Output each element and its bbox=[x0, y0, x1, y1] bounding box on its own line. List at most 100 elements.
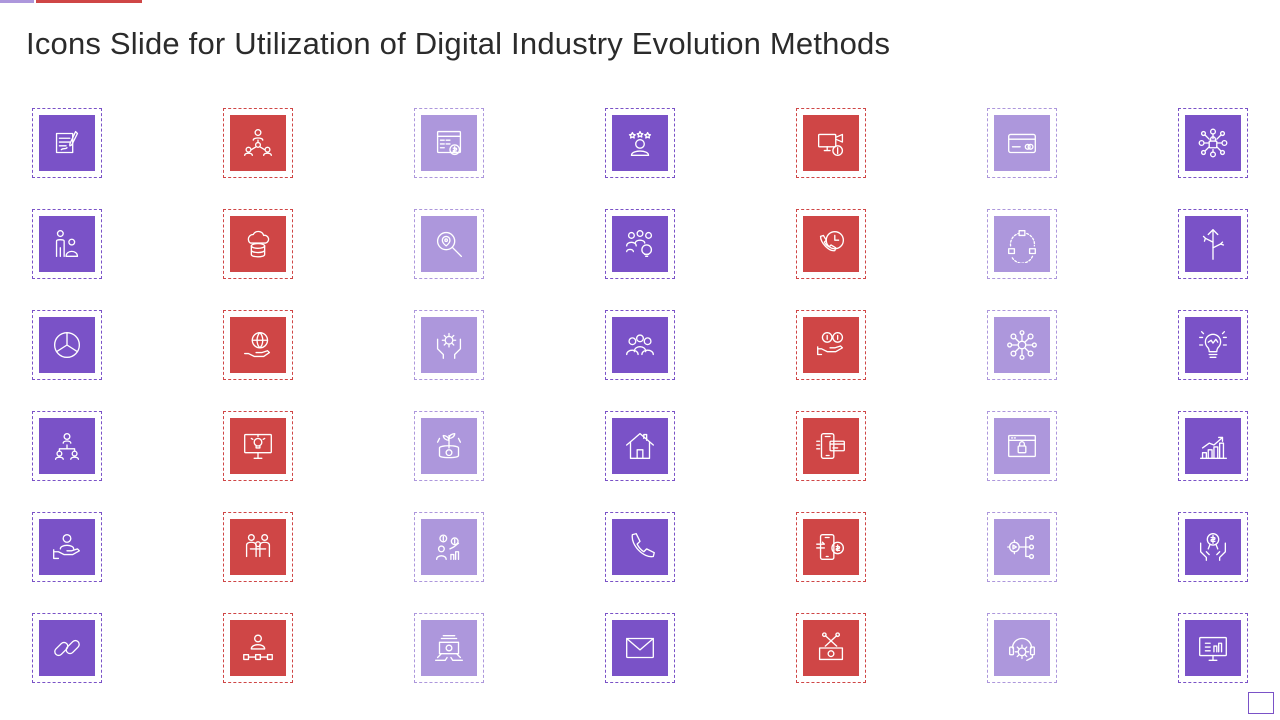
icon-tile bbox=[803, 216, 859, 272]
lightbulb-brain-icon bbox=[1199, 331, 1227, 359]
process-cycle-icon bbox=[1008, 230, 1036, 263]
icon-tile bbox=[230, 620, 286, 676]
hub-network-icon bbox=[1007, 330, 1037, 360]
icon-tile bbox=[230, 115, 286, 171]
icon-tile bbox=[421, 317, 477, 373]
team-meeting-icon bbox=[245, 533, 271, 558]
browser-lock-icon bbox=[1008, 434, 1036, 458]
icon-tile bbox=[1185, 519, 1241, 575]
icon-cell bbox=[1178, 209, 1248, 279]
icon-tile bbox=[994, 115, 1050, 171]
icon-cell bbox=[796, 108, 866, 178]
cash-stack-icon bbox=[435, 634, 463, 662]
network-lock-icon bbox=[1198, 128, 1228, 158]
direction-arrows-icon bbox=[1202, 229, 1225, 260]
icon-cell bbox=[987, 209, 1057, 279]
icon-cell bbox=[414, 613, 484, 683]
icon-cell bbox=[32, 310, 102, 380]
document-edit-icon bbox=[55, 130, 79, 154]
icon-tile bbox=[803, 317, 859, 373]
location-search-icon bbox=[436, 231, 463, 258]
icon-tile bbox=[612, 519, 668, 575]
organization-chart-icon bbox=[54, 432, 80, 460]
video-gear-network-icon bbox=[1007, 534, 1035, 560]
icon-tile bbox=[230, 519, 286, 575]
icon-tile bbox=[994, 620, 1050, 676]
calculator-dollar-icon bbox=[436, 130, 462, 156]
icon-tile bbox=[39, 620, 95, 676]
chain-link-icon bbox=[54, 639, 80, 657]
team-idea-icon bbox=[626, 230, 653, 258]
phone-call-icon bbox=[631, 533, 655, 558]
icon-cell bbox=[223, 411, 293, 481]
growth-bar-chart-icon bbox=[1199, 436, 1227, 460]
icon-tile bbox=[803, 620, 859, 676]
top-accent-red bbox=[36, 0, 142, 3]
icon-cell bbox=[987, 613, 1057, 683]
gear-headset-icon bbox=[1008, 637, 1036, 662]
icon-tile bbox=[1185, 317, 1241, 373]
icon-cell bbox=[223, 108, 293, 178]
icon-cell bbox=[32, 613, 102, 683]
corner-frame bbox=[1248, 692, 1274, 714]
global-hand-icon bbox=[244, 331, 271, 358]
icon-tile bbox=[39, 216, 95, 272]
monitor-presentation-icon bbox=[1199, 636, 1227, 662]
support-call-clock-icon bbox=[819, 230, 845, 252]
icon-tile bbox=[612, 317, 668, 373]
icon-cell bbox=[414, 209, 484, 279]
dollar-hand-icon bbox=[817, 331, 844, 356]
icon-tile bbox=[994, 317, 1050, 373]
icon-cell bbox=[223, 512, 293, 582]
icon-cell bbox=[605, 512, 675, 582]
icon-cell bbox=[414, 108, 484, 178]
pie-chart-icon bbox=[53, 331, 81, 359]
icon-tile bbox=[39, 418, 95, 474]
computer-security-camera-icon bbox=[817, 133, 844, 157]
icon-cell bbox=[414, 310, 484, 380]
icon-cell bbox=[796, 209, 866, 279]
top-accent-purple bbox=[0, 0, 34, 3]
icon-tile bbox=[612, 418, 668, 474]
icon-tile bbox=[1185, 418, 1241, 474]
icon-cell bbox=[32, 209, 102, 279]
icon-cell bbox=[223, 310, 293, 380]
slide-title: Icons Slide for Utilization of Digital I… bbox=[26, 26, 891, 61]
icon-tile bbox=[612, 620, 668, 676]
monitor-idea-icon bbox=[244, 433, 272, 460]
icon-tile bbox=[612, 216, 668, 272]
icon-cell bbox=[796, 613, 866, 683]
group-people-icon bbox=[626, 334, 654, 356]
mobile-money-transfer-icon bbox=[816, 533, 845, 561]
mail-envelope-icon bbox=[626, 637, 654, 659]
icon-tile bbox=[994, 418, 1050, 474]
icon-cell bbox=[796, 310, 866, 380]
icon-tile bbox=[803, 418, 859, 474]
icon-cell bbox=[796, 512, 866, 582]
icon-tile bbox=[1185, 620, 1241, 676]
icon-tile bbox=[39, 519, 95, 575]
icon-cell bbox=[987, 108, 1057, 178]
icon-tile bbox=[994, 216, 1050, 272]
credit-card-icon bbox=[1008, 133, 1036, 154]
icon-cell bbox=[32, 411, 102, 481]
icon-tile bbox=[421, 519, 477, 575]
customer-rating-icon bbox=[628, 130, 652, 157]
icon-tile bbox=[230, 216, 286, 272]
icon-tile bbox=[39, 115, 95, 171]
icon-tile bbox=[803, 115, 859, 171]
icon-cell bbox=[1178, 108, 1248, 178]
icon-cell bbox=[987, 512, 1057, 582]
dollar-award-hands-icon bbox=[1199, 533, 1227, 561]
icon-cell bbox=[1178, 310, 1248, 380]
cloud-database-icon bbox=[247, 230, 270, 258]
icon-tile bbox=[230, 317, 286, 373]
team-network-icon bbox=[244, 129, 272, 157]
icon-tile bbox=[421, 418, 477, 474]
icon-cell bbox=[223, 613, 293, 683]
icon-cell bbox=[32, 108, 102, 178]
mobile-payment-icon bbox=[816, 432, 845, 460]
icon-cell bbox=[1178, 613, 1248, 683]
smart-home-icon bbox=[626, 432, 654, 460]
icon-tile bbox=[421, 216, 477, 272]
